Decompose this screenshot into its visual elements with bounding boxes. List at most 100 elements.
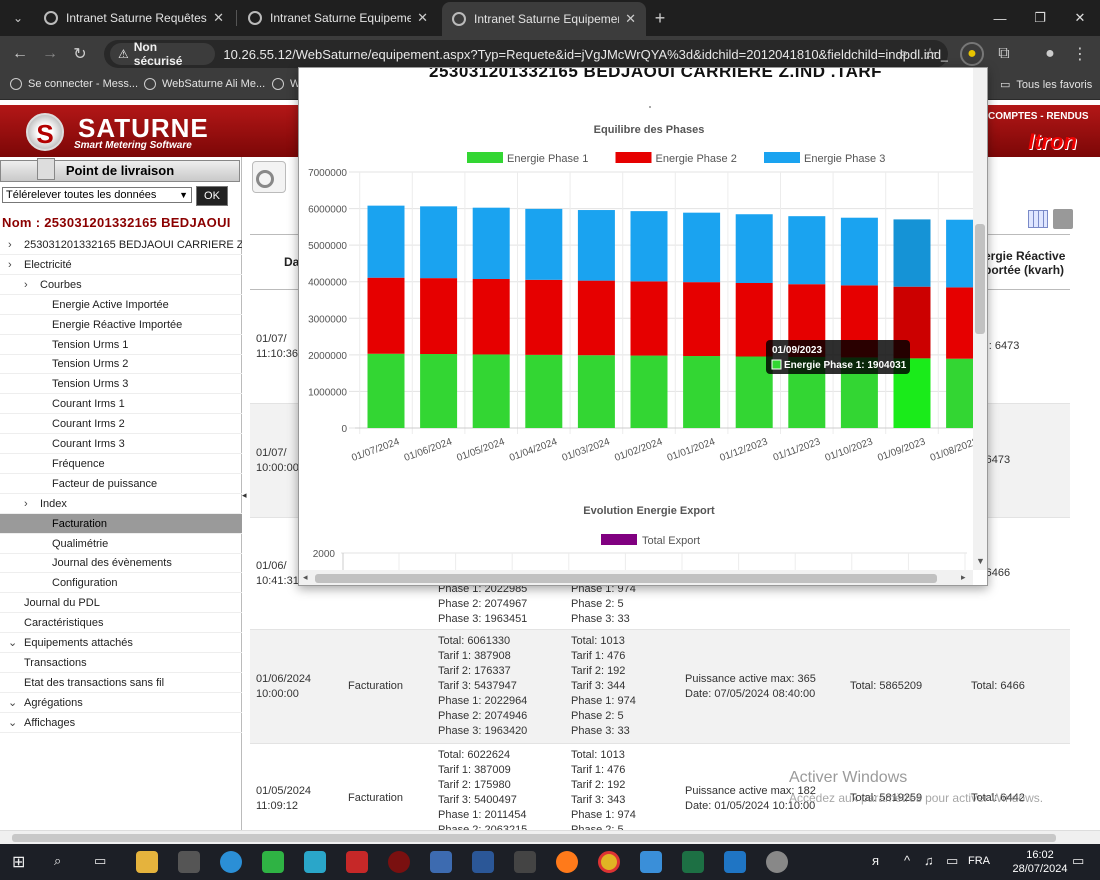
sidebar-item[interactable]: ⌄ Equipements attachés (0, 633, 242, 653)
chevron-down-icon[interactable]: ⌄ (8, 716, 18, 729)
address-bar[interactable]: ⚠ Non sécurisé 10.26.55.12/WebSaturne/equ… (104, 40, 948, 68)
close-window-icon[interactable]: ✕ (1074, 10, 1086, 25)
popup-horizontal-scrollbar[interactable]: ◂ ▸ (299, 570, 973, 585)
bookmark-item[interactable]: WebSaturne Ali Me... (144, 78, 265, 90)
close-icon[interactable]: ✕ (417, 10, 428, 25)
sidebar-item[interactable]: Etat des transactions sans fil (0, 673, 242, 693)
new-tab-icon[interactable]: + (654, 7, 666, 28)
media-icon[interactable] (724, 851, 746, 873)
app-darkred-icon[interactable] (388, 851, 410, 873)
sidebar-item[interactable]: ⌄ Agrégations (0, 693, 242, 713)
excel-icon[interactable] (682, 851, 704, 873)
chevron-right-icon[interactable]: › (8, 239, 12, 251)
minimize-icon[interactable]: — (993, 10, 1007, 26)
language-indicator[interactable]: FRA (968, 855, 990, 867)
tab-equipements-1[interactable]: Intranet Saturne Equipements ✕ (238, 4, 438, 32)
sidebar-item[interactable]: Courant Irms 2 (0, 414, 242, 435)
paint-icon[interactable] (766, 851, 788, 873)
sidebar-item[interactable]: ⌄ Affichages (0, 713, 242, 733)
print-icon[interactable] (1053, 209, 1073, 229)
chevron-right-icon[interactable]: › (24, 278, 28, 291)
chevron-right-icon[interactable]: › (24, 497, 28, 510)
sidebar-item[interactable]: › Electricité (0, 255, 242, 275)
action-select[interactable]: Télérelever toutes les données ▼ (2, 187, 192, 203)
close-icon[interactable]: ✕ (213, 10, 224, 25)
sidebar-item[interactable]: Caractéristiques (0, 613, 242, 634)
sidebar-item[interactable]: Fréquence (0, 454, 242, 474)
restore-icon[interactable]: ❐ (1034, 10, 1046, 25)
zoom-icon[interactable]: ⌕ (899, 45, 909, 62)
ok-button[interactable]: OK (196, 186, 228, 206)
reload-icon[interactable]: ↻ (73, 46, 87, 63)
sidebar-item[interactable]: Tension Urms 3 (0, 374, 242, 395)
back-icon[interactable]: ← (12, 45, 28, 62)
app-blue-icon[interactable] (430, 851, 452, 873)
app-green-icon[interactable] (262, 851, 284, 873)
task-view-icon[interactable]: ▭ (94, 853, 107, 868)
clock[interactable]: 16:02 28/07/2024 (1010, 848, 1070, 876)
page-horizontal-scrollbar[interactable] (0, 830, 1100, 844)
sidebar-item[interactable]: Tension Urms 2 (0, 354, 242, 375)
sidebar-item[interactable]: Courant Irms 3 (0, 434, 242, 454)
calculator-icon[interactable] (514, 851, 536, 873)
app-teal-icon[interactable] (304, 851, 326, 873)
sidebar-item[interactable]: Journal des évènements (0, 553, 242, 574)
all-bookmarks[interactable]: ▭ Tous les favoris (1000, 78, 1092, 92)
popup-vertical-scrollbar[interactable]: ▼ (973, 68, 987, 570)
extension-icon[interactable]: ● (960, 42, 984, 66)
scroll-thumb[interactable] (12, 834, 1056, 842)
bookmark-item[interactable]: W (272, 78, 300, 90)
chevron-right-icon[interactable]: › (8, 258, 12, 271)
profile-icon[interactable]: ● (1045, 45, 1055, 62)
edge-icon[interactable] (220, 851, 242, 873)
security-chip[interactable]: ⚠ Non sécurisé (110, 40, 216, 68)
people-icon[interactable]: ᴙ (872, 853, 880, 868)
query-tool-icon[interactable] (252, 161, 286, 193)
scroll-down-icon[interactable]: ▼ (976, 556, 985, 566)
store-icon[interactable] (178, 851, 200, 873)
menu-icon[interactable]: ⋮ (1072, 46, 1088, 63)
scroll-right-icon[interactable]: ▸ (961, 572, 966, 582)
sidebar-item[interactable]: › Courbes (0, 275, 242, 295)
sidebar-item[interactable]: › Index (0, 494, 242, 514)
tab-search-icon[interactable]: ⌄ (12, 11, 24, 25)
forward-icon[interactable]: → (42, 45, 58, 62)
sidebar-item[interactable]: Qualimétrie (0, 534, 242, 554)
puzzle-icon[interactable]: ⧉ (998, 45, 1010, 62)
sidebar-item[interactable]: Journal du PDL (0, 593, 242, 614)
chevron-down-icon[interactable]: ⌄ (8, 637, 18, 649)
bookmark-item[interactable]: Se connecter - Mess... (10, 78, 138, 90)
notification-icon[interactable]: ▭ (1072, 853, 1085, 868)
app-red-icon[interactable] (346, 851, 368, 873)
scroll-thumb[interactable] (315, 574, 937, 583)
sidebar-item[interactable]: Tension Urms 1 (0, 335, 242, 355)
sidebar-item[interactable]: Facteur de puissance (0, 474, 242, 494)
windows-start-icon[interactable]: ⊞ (12, 854, 26, 871)
splitter-handle[interactable]: ◂ (242, 490, 247, 500)
network-icon[interactable]: ▭ (946, 853, 959, 868)
scroll-left-icon[interactable]: ◂ (303, 572, 308, 582)
url-text[interactable]: 10.26.55.12/WebSaturne/equipement.aspx?T… (223, 46, 948, 62)
search-icon[interactable]: ⌕ (54, 853, 62, 868)
sidebar-item[interactable]: Transactions (0, 653, 242, 673)
chevron-down-icon[interactable]: ⌄ (8, 696, 18, 709)
sidebar-item[interactable]: Energie Réactive Importée (0, 315, 242, 335)
volume-icon[interactable]: ♫ (924, 853, 934, 868)
sidebar-item[interactable]: Energie Active Importée (0, 295, 242, 315)
tab-equipements-active[interactable]: Intranet Saturne Equipements ✕ (442, 2, 646, 36)
star-icon[interactable]: ☆ (922, 46, 938, 63)
chrome-icon[interactable] (598, 851, 620, 873)
close-icon[interactable]: ✕ (625, 11, 636, 26)
sidebar-item[interactable]: Facturation (0, 513, 242, 534)
scroll-thumb[interactable] (975, 224, 985, 334)
app-monitor-icon[interactable] (640, 851, 662, 873)
word-icon[interactable] (472, 851, 494, 873)
export-grid-icon[interactable] (1028, 210, 1048, 228)
firefox-icon[interactable] (556, 851, 578, 873)
sidebar-item[interactable]: › 253031201332165 BEDJAOUI CARRIERE Z.IND (0, 235, 242, 255)
sidebar-item[interactable]: Courant Irms 1 (0, 394, 242, 415)
file-explorer-icon[interactable] (136, 851, 158, 873)
chevron-up-icon[interactable]: ^ (904, 853, 911, 868)
sidebar-item[interactable]: Configuration (0, 573, 242, 594)
tab-requetes[interactable]: Intranet Saturne Requêtes et St ✕ (34, 4, 234, 32)
